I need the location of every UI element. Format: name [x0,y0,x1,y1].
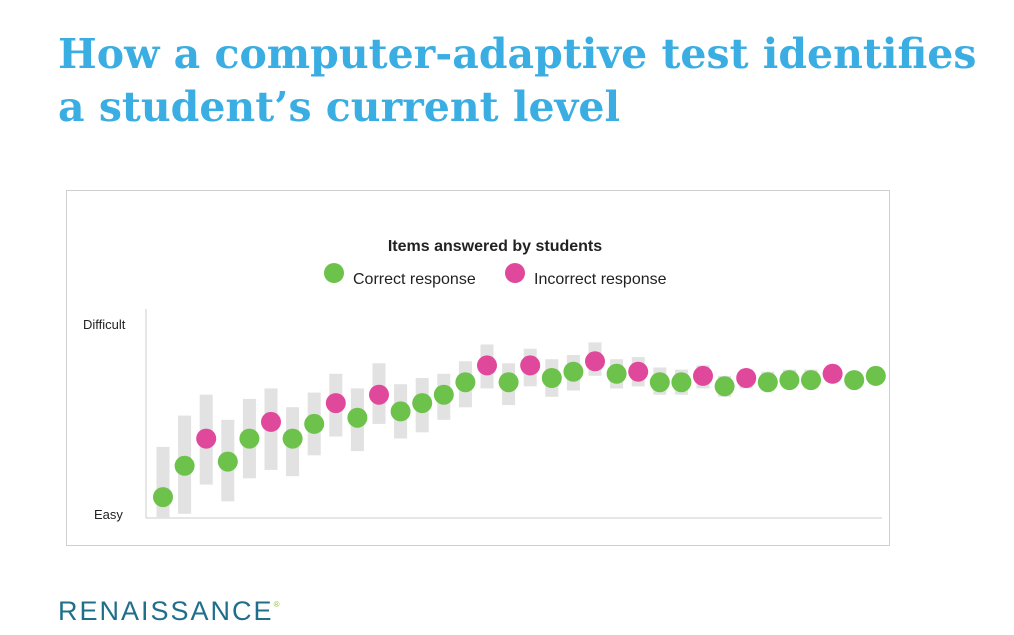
correct-response-point [304,413,325,434]
difficulty-chart: Items answered by students Correct respo… [83,238,886,522]
logo-wordmark: RENAISSANCE [58,596,274,626]
y-axis-bottom-label: Easy [94,507,123,522]
incorrect-response-point [822,363,843,384]
correct-response-point [412,393,433,414]
legend-correct-label: Correct response [353,271,476,288]
correct-response-point [541,368,562,388]
correct-response-point [757,372,778,393]
chart-panel: Items answered by students Correct respo… [66,190,890,546]
item-points [153,351,886,508]
legend-incorrect-marker [505,263,525,283]
correct-response-point [779,370,800,391]
title-line-2: a student’s current level [58,83,621,131]
item-range-bar [156,446,170,518]
correct-response-point [865,365,886,386]
correct-response-point [606,363,627,384]
correct-response-point [649,372,670,393]
correct-response-point [282,428,303,449]
correct-response-point [433,384,454,405]
incorrect-response-point [520,355,541,376]
incorrect-response-point [261,411,281,432]
correct-response-point [714,376,735,397]
y-axis-top-label: Difficult [83,317,126,332]
renaissance-logo: RENAISSANCE® [58,596,281,627]
incorrect-response-point [736,368,757,388]
incorrect-response-point [477,355,497,376]
incorrect-response-point [693,365,713,386]
incorrect-response-point [325,393,346,414]
correct-response-point [801,370,821,391]
incorrect-response-point [585,351,605,372]
page-title: How a computer-adaptive test identifies … [58,28,988,134]
chart-title: Items answered by students [388,238,602,255]
correct-response-point [217,451,238,472]
correct-response-point [498,372,519,393]
legend-correct-marker [324,263,344,283]
range-bars [156,342,883,518]
correct-response-point [844,370,865,391]
registered-mark: ® [273,600,282,609]
correct-response-point [671,372,692,393]
correct-response-point [174,455,195,476]
correct-response-point [455,372,476,393]
title-line-1: How a computer-adaptive test identifies [58,30,977,78]
correct-response-point [153,487,173,508]
correct-response-point [347,407,368,428]
incorrect-response-point [196,428,217,449]
incorrect-response-point [628,361,649,382]
legend-incorrect-label: Incorrect response [534,271,667,288]
correct-response-point [390,401,411,422]
incorrect-response-point [369,384,389,405]
correct-response-point [563,361,584,382]
correct-response-point [239,428,260,449]
